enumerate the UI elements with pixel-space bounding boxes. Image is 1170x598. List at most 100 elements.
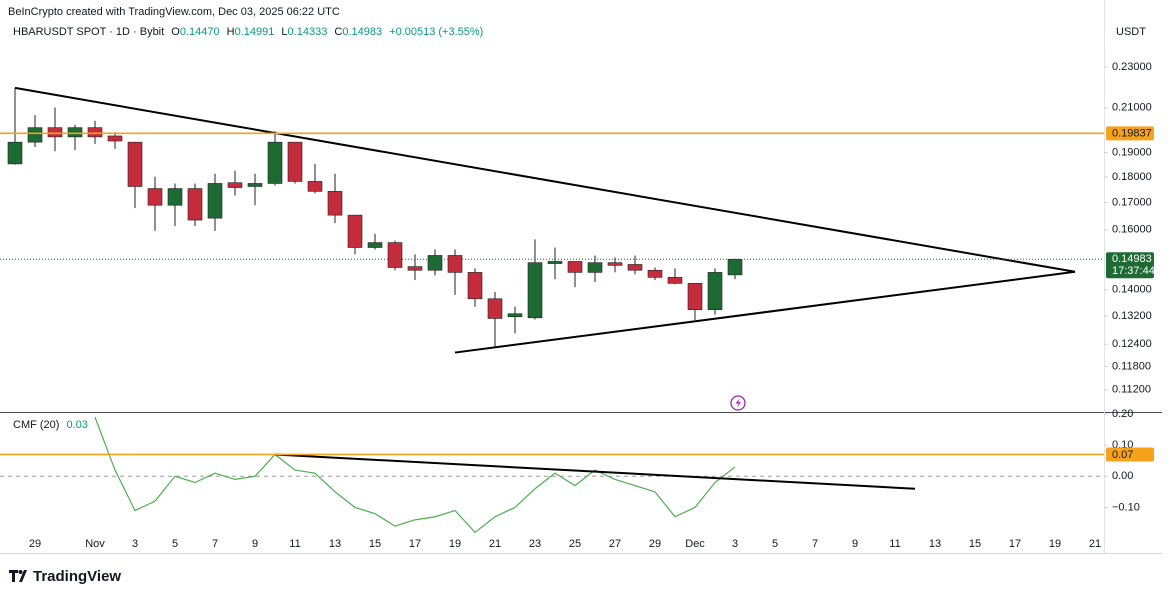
candle-body xyxy=(467,272,483,300)
y-tick-label: 0.18000 xyxy=(1112,171,1152,183)
candle-body xyxy=(387,242,403,268)
x-tick-label: 13 xyxy=(929,538,941,550)
y-tick-label: 0.23000 xyxy=(1112,61,1152,73)
candle-body xyxy=(107,135,123,142)
x-tick-label: 25 xyxy=(569,538,581,550)
candle-body xyxy=(447,255,463,273)
x-tick-label: 5 xyxy=(772,538,778,550)
candle-body xyxy=(67,127,83,138)
y-tick-label: 0.00 xyxy=(1112,470,1133,482)
x-tick-label: 5 xyxy=(172,538,178,550)
candle-body xyxy=(587,262,603,273)
candle-body xyxy=(227,182,243,188)
candle-body xyxy=(307,181,323,192)
candle-body xyxy=(27,127,43,143)
x-tick-label: Nov xyxy=(85,538,105,550)
x-tick-label: 23 xyxy=(529,538,541,550)
y-tick-label: 0.21000 xyxy=(1112,102,1152,114)
candle-body xyxy=(547,261,563,264)
candle-body xyxy=(147,188,163,206)
x-tick-label: 17 xyxy=(409,538,421,550)
ohlc-label: H xyxy=(227,26,235,38)
candle-body xyxy=(707,272,723,310)
candle-body xyxy=(567,261,583,273)
candle-body xyxy=(507,313,523,318)
candle-body xyxy=(347,214,363,248)
candle-body xyxy=(247,183,263,187)
x-tick-label: 19 xyxy=(449,538,461,550)
ohlc-value: 0.14983 xyxy=(342,26,382,38)
x-tick-label: 9 xyxy=(852,538,858,550)
ohlc-value: 0.14991 xyxy=(235,26,275,38)
candle-body xyxy=(407,266,423,271)
candle-body xyxy=(87,127,103,138)
event-icon xyxy=(730,395,746,411)
attribution: BeInCrypto created with TradingView.com,… xyxy=(8,6,340,18)
candle-body xyxy=(487,298,503,319)
x-tick-label: 9 xyxy=(252,538,258,550)
x-tick-label: 13 xyxy=(329,538,341,550)
candle-body xyxy=(607,262,623,266)
symbol: HBARUSDT SPOT · 1D · Bybit xyxy=(13,26,164,38)
pane xyxy=(0,416,1104,534)
symbol-legend: HBARUSDT SPOT · 1D · Bybit O0.14470 H0.1… xyxy=(13,26,483,38)
x-tick-label: 7 xyxy=(812,538,818,550)
candle-body xyxy=(687,283,703,310)
x-tick-label: 15 xyxy=(969,538,981,550)
change: +0.00513 (+3.55%) xyxy=(389,26,483,38)
ohlc-value: 0.14470 xyxy=(180,26,220,38)
indicator-value: 0.03 xyxy=(67,419,88,431)
trendline xyxy=(454,270,1076,354)
x-tick-label: 21 xyxy=(489,538,501,550)
y-tick-label: 0.16000 xyxy=(1112,224,1152,236)
x-tick-label: 11 xyxy=(289,538,300,550)
level-label: 0.07 xyxy=(1112,449,1133,461)
candle-body xyxy=(647,269,663,278)
x-tick-label: 19 xyxy=(1049,538,1061,550)
candle-body xyxy=(207,183,223,219)
trendline xyxy=(274,453,916,490)
indicator-name: CMF (20) xyxy=(13,419,59,431)
y-tick-label: 0.17000 xyxy=(1112,196,1152,208)
level-label: 0.19837 xyxy=(1112,128,1152,140)
candle-body xyxy=(527,262,543,319)
countdown: 17:37:44 xyxy=(1112,265,1155,277)
brand-logo xyxy=(9,570,27,582)
indicator-line xyxy=(94,416,736,534)
indicator-legend: CMF (20) 0.03 xyxy=(13,419,88,431)
y-tick-label: 0.13200 xyxy=(1112,310,1152,322)
y-tick-label: 0.14000 xyxy=(1112,284,1152,296)
currency: USDT xyxy=(1116,26,1146,38)
trendline xyxy=(14,86,1076,273)
ohlc-value: 0.14333 xyxy=(288,26,328,38)
candle-body xyxy=(47,127,63,138)
brand: TradingView xyxy=(33,568,121,585)
candle-body xyxy=(7,141,23,165)
candle-body xyxy=(667,277,683,284)
x-tick-label: 3 xyxy=(732,538,738,550)
candle-body xyxy=(327,191,343,216)
candle-body xyxy=(627,264,643,271)
candle-body xyxy=(287,141,303,182)
x-tick-label: 15 xyxy=(369,538,381,550)
candle-body xyxy=(167,188,183,206)
candle-body xyxy=(367,242,383,248)
candle-body xyxy=(427,255,443,271)
y-tick-label: 0.11200 xyxy=(1112,384,1151,396)
x-tick-label: 7 xyxy=(212,538,218,550)
ohlc-label: O xyxy=(171,26,180,38)
y-tick-label: 0.11800 xyxy=(1112,360,1151,372)
y-tick-label: 0.19000 xyxy=(1112,147,1152,159)
pane xyxy=(7,86,1076,354)
y-tick-label: 0.12400 xyxy=(1112,338,1152,350)
last-price-box xyxy=(1106,252,1154,279)
last-price-label: 0.14983 xyxy=(1112,253,1152,265)
level-label-box xyxy=(1106,447,1154,462)
ohlc-label: C xyxy=(334,26,342,38)
x-tick-label: 11 xyxy=(889,538,900,550)
x-tick-label: 17 xyxy=(1009,538,1021,550)
x-tick-label: 3 xyxy=(132,538,138,550)
x-tick-label: Dec xyxy=(685,538,705,550)
